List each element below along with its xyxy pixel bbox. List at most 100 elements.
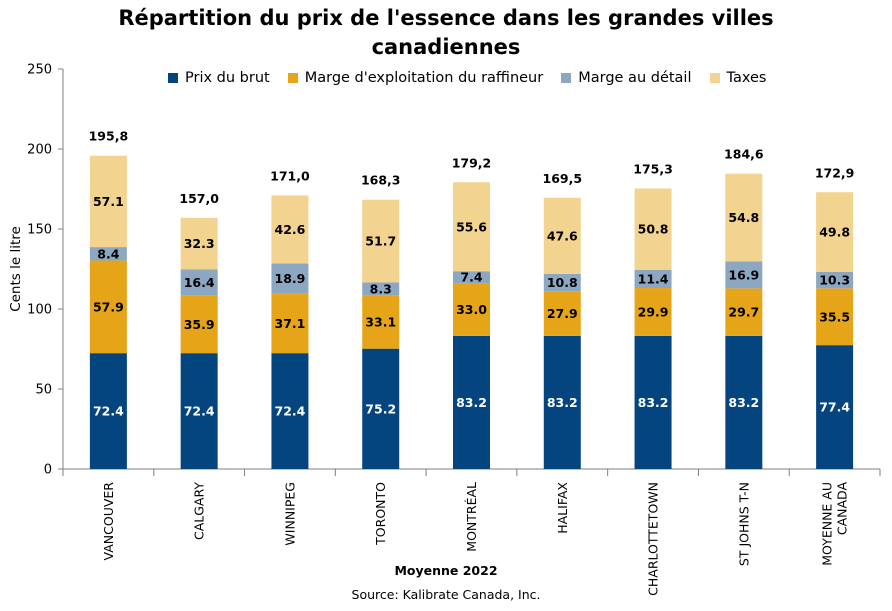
bar-segment xyxy=(725,261,763,289)
bar-segment xyxy=(453,335,490,469)
x-category-label-line: MONTRÉAL xyxy=(464,482,479,552)
data-label: 54.8 xyxy=(728,210,759,225)
data-label: 37.1 xyxy=(275,316,306,331)
x-category-label: ST JOHNS T-N xyxy=(736,482,751,566)
x-category-label: WINNIPEG xyxy=(282,482,297,546)
bar-segment xyxy=(725,335,763,469)
x-category-label-line: WINNIPEG xyxy=(282,482,297,546)
data-label: 8.4 xyxy=(97,246,119,261)
bar-segment xyxy=(180,295,218,354)
bar-segment xyxy=(362,348,400,469)
legend-label-taxes: Taxes xyxy=(726,70,767,86)
bar-segment xyxy=(816,288,854,346)
data-label: 72.4 xyxy=(184,404,215,419)
data-label: 7.4 xyxy=(460,270,482,285)
data-label: 29.7 xyxy=(728,305,759,320)
bar-segment xyxy=(543,197,581,274)
legend-swatch-marge-detail xyxy=(561,73,572,83)
bar-segment xyxy=(634,188,672,270)
total-label: 195,8 xyxy=(89,129,129,144)
data-label: 72.4 xyxy=(275,404,306,419)
legend-swatch-marge-raffineur xyxy=(287,73,298,83)
x-category-label-line: TORONTO xyxy=(373,482,388,546)
y-tick-label: 200 xyxy=(27,143,52,158)
bar-segment xyxy=(453,283,490,336)
bar-segment xyxy=(271,293,309,354)
data-label: 16.9 xyxy=(728,267,759,282)
bar-segment xyxy=(543,273,581,292)
data-label: 49.8 xyxy=(819,225,850,240)
x-category-label: VANCOUVER xyxy=(101,482,116,561)
bar-segment xyxy=(816,271,854,289)
data-label: 57.1 xyxy=(93,194,124,209)
x-category-label-line: HALIFAX xyxy=(555,482,570,534)
x-category-label: CHARLOTTETOWN xyxy=(646,482,661,596)
total-label: 172,9 xyxy=(815,165,855,180)
y-tick-label: 50 xyxy=(35,383,52,398)
x-category-label-line: ST JOHNS T-N xyxy=(736,482,751,566)
legend-label-marge-raffineur: Marge d'exploitation du raffineur xyxy=(304,70,544,86)
bar-segment xyxy=(362,295,400,349)
x-category-label: MONTRÉAL xyxy=(464,482,479,552)
bar-segment xyxy=(180,269,218,296)
x-category-label-line: MOYENNE AU xyxy=(820,482,835,566)
legend-label-marge-detail: Marge au détail xyxy=(578,70,692,86)
data-label: 57.9 xyxy=(93,299,124,314)
bar-segment xyxy=(89,247,127,261)
data-label: 51.7 xyxy=(365,234,396,249)
chart-legend: Prix du brut Marge d'exploitation du raf… xyxy=(168,68,784,88)
data-label: 42.6 xyxy=(275,222,306,237)
bar-segment xyxy=(271,353,309,469)
data-label: 47.6 xyxy=(547,228,578,243)
data-label: 27.9 xyxy=(547,306,578,321)
bar-segment xyxy=(271,195,309,264)
bar-segment xyxy=(634,335,672,469)
y-axis-title: Cents le litre xyxy=(8,226,24,312)
bar-segment xyxy=(89,260,127,354)
x-category-label: TORONTO xyxy=(373,482,388,546)
total-label: 157,0 xyxy=(179,191,219,206)
x-axis-title: Moyenne 2022 xyxy=(394,563,498,578)
bar-segment xyxy=(453,271,490,284)
y-tick-label: 150 xyxy=(27,223,52,238)
total-label: 175,3 xyxy=(633,162,673,177)
legend-item-prix-du-brut: Prix du brut xyxy=(168,70,270,86)
data-label: 8.3 xyxy=(370,282,392,297)
data-label: 83.2 xyxy=(456,395,487,410)
data-label: 18.9 xyxy=(275,271,306,286)
x-category-label: CALGARY xyxy=(192,482,207,540)
total-label: 184,6 xyxy=(724,147,764,162)
bar-segment xyxy=(543,291,581,336)
x-category-label-line: VANCOUVER xyxy=(101,482,116,561)
data-label: 35.9 xyxy=(184,317,215,332)
data-label: 77.4 xyxy=(819,400,850,415)
x-category-label-line: CANADA xyxy=(835,482,850,536)
legend-item-marge-detail: Marge au détail xyxy=(561,70,692,86)
data-label: 10.8 xyxy=(547,275,578,290)
bar-segment xyxy=(634,288,672,336)
total-label: 168,3 xyxy=(361,173,401,188)
legend-item-marge-raffineur: Marge d'exploitation du raffineur xyxy=(287,70,544,86)
data-label: 29.9 xyxy=(638,304,669,319)
data-label: 83.2 xyxy=(728,395,759,410)
data-label: 33.0 xyxy=(456,302,487,317)
y-tick-label: 0 xyxy=(44,463,52,478)
bar-segment xyxy=(271,263,309,294)
bar-segment xyxy=(816,345,854,469)
x-category-label-line: CALGARY xyxy=(192,482,207,540)
bar-segment xyxy=(543,335,581,469)
legend-label-prix-du-brut: Prix du brut xyxy=(185,70,270,86)
data-label: 35.5 xyxy=(819,309,850,324)
chart-title-line-2: canadiennes xyxy=(371,35,521,59)
bar-segment xyxy=(816,192,854,272)
legend-swatch-taxes xyxy=(709,73,720,83)
source-note: Source: Kalibrate Canada, Inc. xyxy=(351,587,541,602)
bar-segment xyxy=(180,217,218,270)
data-label: 75.2 xyxy=(365,401,396,416)
x-category-label-line: CHARLOTTETOWN xyxy=(646,482,661,596)
x-category-label: HALIFAX xyxy=(555,482,570,534)
data-label: 16.4 xyxy=(184,275,215,290)
x-category-label: MOYENNE AU CANADA xyxy=(820,482,850,566)
bar-segment xyxy=(89,155,127,248)
